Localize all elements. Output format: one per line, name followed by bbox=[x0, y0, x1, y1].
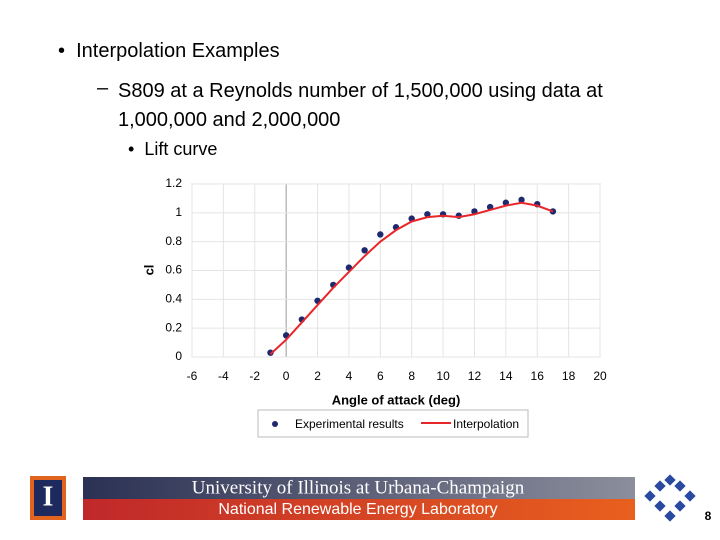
banner-bottom bbox=[83, 499, 635, 520]
legend-box bbox=[257, 409, 529, 438]
x-tick-label: 20 bbox=[593, 369, 607, 383]
x-tick-label: 10 bbox=[436, 369, 450, 383]
lab-name: National Renewable Energy Laboratory bbox=[218, 501, 497, 518]
x-tick-label: 18 bbox=[562, 369, 576, 383]
bullet-sub: S809 at a Reynolds number of 1,500,000 u… bbox=[118, 80, 603, 131]
dash: – bbox=[97, 77, 109, 99]
page-number: 8 bbox=[705, 509, 712, 523]
banner-top bbox=[83, 477, 635, 499]
x-tick-label: 2 bbox=[314, 369, 321, 383]
x-tick-label: 4 bbox=[346, 369, 353, 383]
x-tick-label: 16 bbox=[531, 369, 545, 383]
x-tick-label: -6 bbox=[187, 369, 198, 383]
data-point bbox=[361, 247, 368, 254]
x-axis-title: Angle of attack (deg) bbox=[332, 392, 461, 407]
lab-logo bbox=[644, 474, 696, 522]
y-tick-label: 0 bbox=[175, 349, 182, 363]
legend-label: Interpolation bbox=[453, 417, 519, 431]
y-tick-label: 1 bbox=[175, 205, 182, 219]
bullet-subsub: • Lift curve bbox=[128, 139, 218, 159]
x-tick-label: 12 bbox=[468, 369, 482, 383]
legend-swatch bbox=[272, 421, 278, 427]
logo-inner bbox=[34, 480, 62, 516]
x-tick-label: -4 bbox=[218, 369, 229, 383]
x-tick-label: 0 bbox=[283, 369, 290, 383]
x-tick-label: 8 bbox=[408, 369, 415, 383]
logo-letter: I bbox=[43, 481, 54, 512]
bullet-text: Interpolation Examples bbox=[76, 40, 280, 62]
bullet-main: • Interpolation Examples bbox=[58, 40, 280, 62]
y-tick-label: 0.4 bbox=[165, 292, 182, 306]
data-point bbox=[267, 349, 274, 356]
y-tick-label: 0.2 bbox=[165, 320, 182, 334]
x-tick-label: 6 bbox=[377, 369, 384, 383]
data-point bbox=[424, 211, 431, 218]
university-name: University of Illinois at Urbana-Champai… bbox=[192, 477, 525, 498]
series-line bbox=[269, 201, 554, 355]
legend-label: Experimental results bbox=[295, 417, 404, 431]
bullet-text: Lift curve bbox=[144, 139, 218, 159]
data-point bbox=[377, 231, 384, 238]
y-tick-label: 1.2 bbox=[165, 176, 182, 190]
y-tick-label: 0.6 bbox=[165, 263, 182, 277]
x-tick-label: -2 bbox=[249, 369, 260, 383]
x-tick-label: 14 bbox=[499, 369, 513, 383]
y-tick-label: 0.8 bbox=[165, 234, 182, 248]
y-axis-title: cl bbox=[141, 265, 156, 276]
data-point bbox=[518, 196, 525, 204]
